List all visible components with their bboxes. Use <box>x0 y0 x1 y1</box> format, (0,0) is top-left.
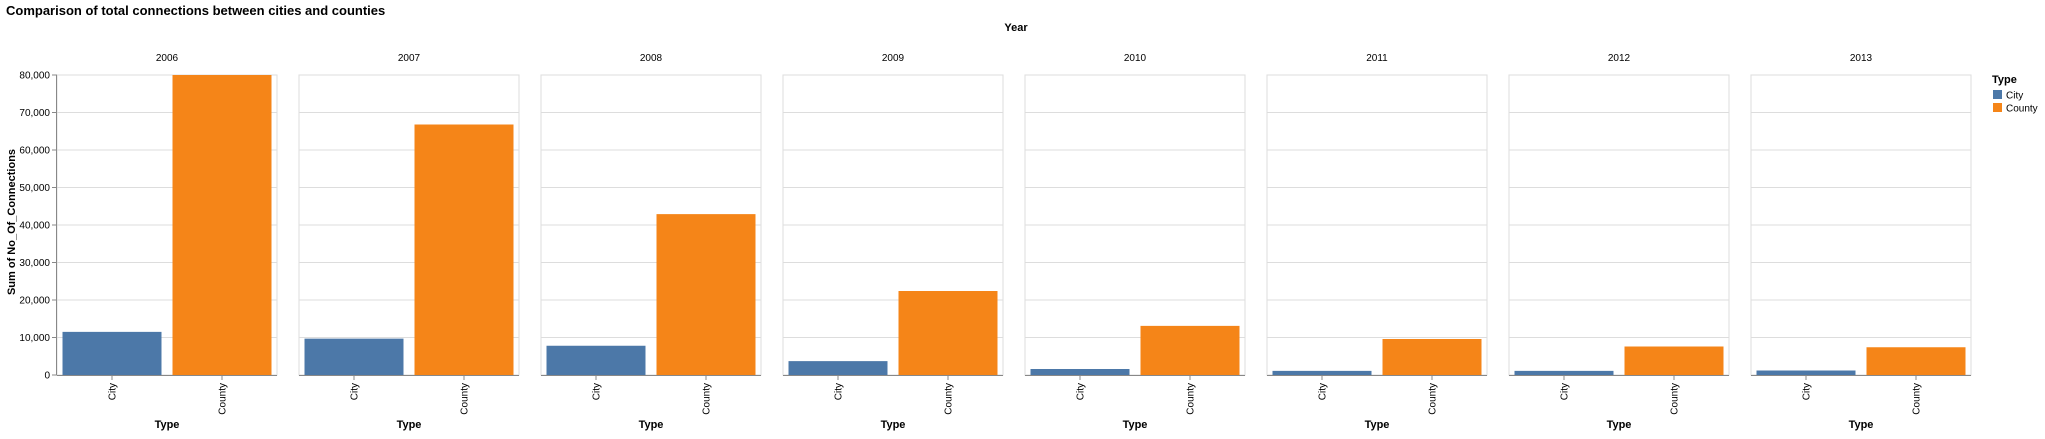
x-tick-label-2010-city: City <box>1076 383 1087 400</box>
x-axis-title-2009: Type <box>881 419 906 431</box>
facet-label-2007: 2007 <box>398 53 421 64</box>
x-tick-label-2013-city: City <box>1802 383 1813 400</box>
x-tick-label-2011-city: City <box>1318 383 1329 400</box>
y-tick-label-5: 50,000 <box>19 183 50 194</box>
x-tick-label-2012-city: City <box>1560 383 1571 400</box>
facet-label-2009: 2009 <box>882 53 905 64</box>
x-tick-label-2011-county: County <box>1428 383 1439 415</box>
x-tick-label-2008-county: County <box>702 383 713 415</box>
facet-panel-2008: 2008 City County Type <box>540 53 762 431</box>
legend-swatch-city <box>1993 90 2002 99</box>
facet-label-2006: 2006 <box>156 53 179 64</box>
x-tick-label-2009-city: City <box>834 383 845 400</box>
facet-panel-2011: 2011 City County Type <box>1266 53 1488 431</box>
facet-label-2011: 2011 <box>1366 53 1388 64</box>
bar-2010-city <box>1030 369 1130 375</box>
bar-2012-county <box>1624 346 1724 375</box>
facet-panel-2013: 2013 City County Type <box>1750 53 1972 431</box>
x-axis-title-2012: Type <box>1607 419 1632 431</box>
facet-panel-2009: 2009 City County Type <box>782 53 1004 431</box>
x-tick-label-2008-city: City <box>592 383 603 400</box>
y-tick-label-0: 0 <box>44 371 50 382</box>
x-tick-label-2007-city: City <box>350 383 361 400</box>
bar-2011-county <box>1382 339 1482 375</box>
x-axis-title-2013: Type <box>1849 419 1874 431</box>
y-tick-label-2: 20,000 <box>19 296 50 307</box>
bar-2012-city <box>1514 370 1614 375</box>
y-tick-label-6: 60,000 <box>19 146 50 157</box>
chart-title: Comparison of total connections between … <box>6 3 385 18</box>
legend-title: Type <box>1992 74 2017 86</box>
legend: Type City County <box>1992 74 2038 115</box>
x-axis-title-2008: Type <box>639 419 664 431</box>
bar-2013-county <box>1866 347 1966 375</box>
bar-2006-county <box>172 75 272 375</box>
bar-2009-county <box>898 291 998 375</box>
legend-swatch-county <box>1993 103 2002 112</box>
facet-label-2013: 2013 <box>1850 53 1873 64</box>
facet-panel-2007: 2007 City County Type <box>298 53 520 431</box>
y-tick-label-1: 10,000 <box>19 333 50 344</box>
facet-label-2010: 2010 <box>1124 53 1147 64</box>
facet-label-2008: 2008 <box>640 53 663 64</box>
bar-2008-county <box>656 214 756 375</box>
bar-2007-county <box>414 124 514 375</box>
x-tick-label-2013-county: County <box>1912 383 1923 415</box>
y-tick-label-8: 80,000 <box>19 71 50 82</box>
bar-2010-county <box>1140 325 1240 375</box>
x-tick-label-2010-county: County <box>1186 383 1197 415</box>
x-axis-title-2011: Type <box>1365 419 1390 431</box>
x-tick-label-2007-county: County <box>460 383 471 415</box>
x-tick-label-2006-city: City <box>108 383 119 400</box>
x-axis-title-2007: Type <box>397 419 422 431</box>
y-axis: 0 10,000 20,000 30,000 40,000 50,000 60,000 70,… <box>19 71 57 382</box>
y-tick-label-7: 70,000 <box>19 108 50 119</box>
facet-panel-2012: 2012 City County Type <box>1508 53 1730 431</box>
facet-header-title: Year <box>1004 22 1028 34</box>
x-tick-label-2012-county: County <box>1670 383 1681 415</box>
legend-label-city: City <box>2006 91 2023 102</box>
x-axis-title-2010: Type <box>1123 419 1148 431</box>
facet-panel-2006: 2006 City County Type <box>56 53 278 431</box>
x-tick-label-2006-county: County <box>218 383 229 415</box>
x-tick-label-2009-county: County <box>944 383 955 415</box>
bar-2006-city <box>62 331 162 375</box>
bar-2007-city <box>304 338 404 375</box>
bar-2011-city <box>1272 370 1372 375</box>
y-axis-title: Sum of No_Of_Connections <box>6 149 18 295</box>
facet-label-2012: 2012 <box>1608 53 1631 64</box>
facet-panel-2010: 2010 City County Type <box>1024 53 1246 431</box>
bar-2009-city <box>788 361 888 375</box>
y-tick-label-4: 40,000 <box>19 221 50 232</box>
bar-2013-city <box>1756 370 1856 375</box>
y-tick-label-3: 30,000 <box>19 258 50 269</box>
legend-label-county: County <box>2006 104 2038 115</box>
x-axis-title-2006: Type <box>155 419 180 431</box>
bar-2008-city <box>546 345 646 375</box>
